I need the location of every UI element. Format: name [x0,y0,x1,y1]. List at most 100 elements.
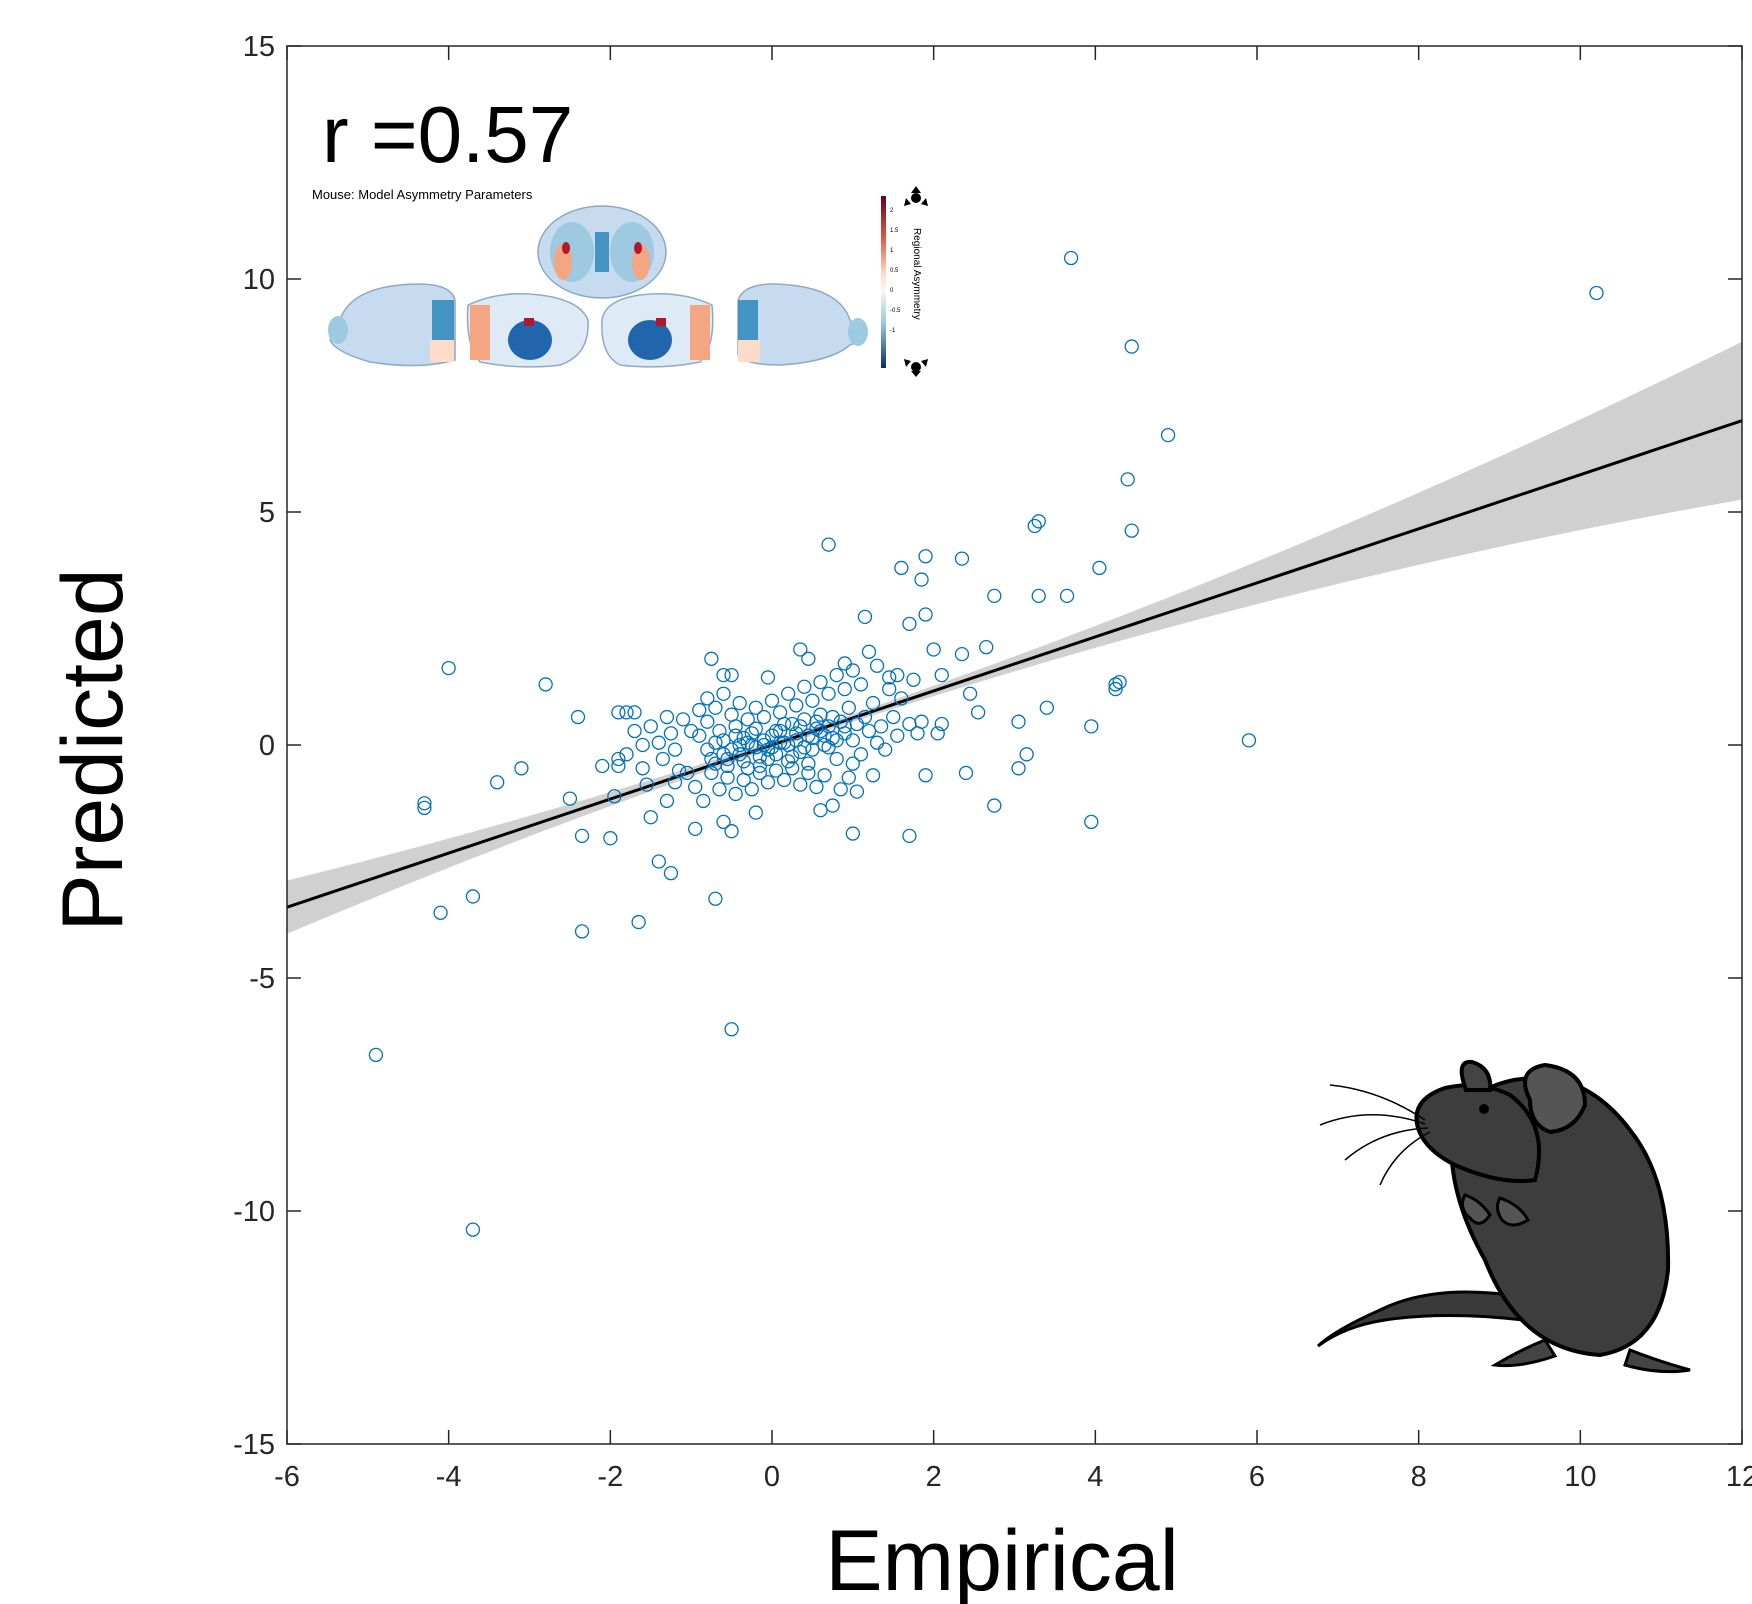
data-point [914,714,929,729]
data-point [716,686,731,701]
x-tick-label: -2 [597,1461,623,1493]
data-point [635,761,650,776]
data-point [821,537,836,552]
x-tick-label: 2 [926,1461,942,1493]
data-point [607,789,622,804]
data-point [853,677,869,692]
data-point [659,793,675,809]
data-point [845,826,860,841]
data-point [825,709,840,725]
data-point [849,784,865,799]
data-point [441,660,456,676]
data-point [809,779,824,795]
data-point [829,667,844,683]
data-point [1241,733,1257,748]
data-point [756,709,772,725]
data-point [805,742,820,757]
data-point [789,726,804,741]
data-point [651,854,666,869]
colorbar-ticks: 2 1.5 1 0.5 0 -0.5 -1 [890,208,901,334]
data-point [760,670,776,685]
data-point [712,723,727,739]
data-point [954,551,970,566]
data-point [1124,339,1139,354]
brain-medial-right [601,293,714,368]
data-point [716,814,731,830]
data-point [894,691,909,706]
data-point [744,726,759,741]
data-point [878,742,893,757]
data-point [857,709,873,725]
inset-title: Mouse: Model Asymmetry Parameters [312,187,533,202]
data-point [1031,514,1046,529]
y-tick-label: -15 [233,1429,275,1461]
data-point [732,747,747,762]
data-point [1027,518,1042,534]
data-point [708,891,723,906]
data-point [748,805,763,820]
data-point [667,775,683,790]
data-point [659,709,675,725]
data-point [724,1022,739,1037]
data-point [821,686,836,701]
data-point [801,756,816,771]
x-tick-label: 8 [1411,1461,1427,1493]
data-point [684,723,699,739]
data-point [704,751,719,767]
colorbar-tick-label: 0.5 [890,268,899,274]
data-point [768,723,784,739]
data-point [433,905,448,920]
colorbar-tick-label: 1 [890,248,894,254]
colorbar-tick-label: 0 [890,288,894,294]
data-point [805,693,820,708]
data-point [918,549,933,564]
colorbar [881,196,886,368]
data-point [869,735,885,750]
data-point [748,721,763,736]
data-point [869,658,885,673]
data-point [902,828,917,844]
data-point [781,754,796,769]
data-point [1092,560,1107,576]
data-point [1112,674,1127,690]
correlation-annotation: r =0.57 [322,90,573,179]
data-point [829,751,844,767]
data-point [914,572,929,587]
data-point [764,728,780,743]
data-point [1019,747,1034,762]
data-point [756,733,772,748]
data-point [1031,588,1046,604]
data-point [708,700,723,715]
data-point [979,639,994,655]
data-point [1011,761,1026,776]
data-point [724,707,739,722]
data-point [825,798,840,813]
data-point [570,709,586,725]
x-tick-label: 12 [1726,1461,1752,1493]
x-tick-label: -6 [274,1461,300,1493]
data-point [619,705,634,720]
data-point [1124,523,1139,538]
brain-lateral-left [328,283,456,367]
data-point [574,828,590,844]
data-point [809,714,824,729]
data-point [574,924,590,939]
data-point [700,714,715,729]
data-point [841,770,856,785]
data-point [595,758,610,774]
data-point [627,723,642,739]
data-point [970,705,986,720]
data-point [732,695,747,711]
y-tick-label: 15 [243,31,275,63]
data-point [728,728,743,743]
brain-coronal-view [537,205,667,299]
data-point [776,716,792,732]
data-point [1120,472,1135,487]
colorbar-label: Regional Asymmetry [911,228,922,320]
colorbar-tick-label: -1 [890,328,896,334]
data-point [1063,250,1079,266]
data-point [845,756,860,771]
data-point [700,742,715,757]
data-point [801,651,816,666]
